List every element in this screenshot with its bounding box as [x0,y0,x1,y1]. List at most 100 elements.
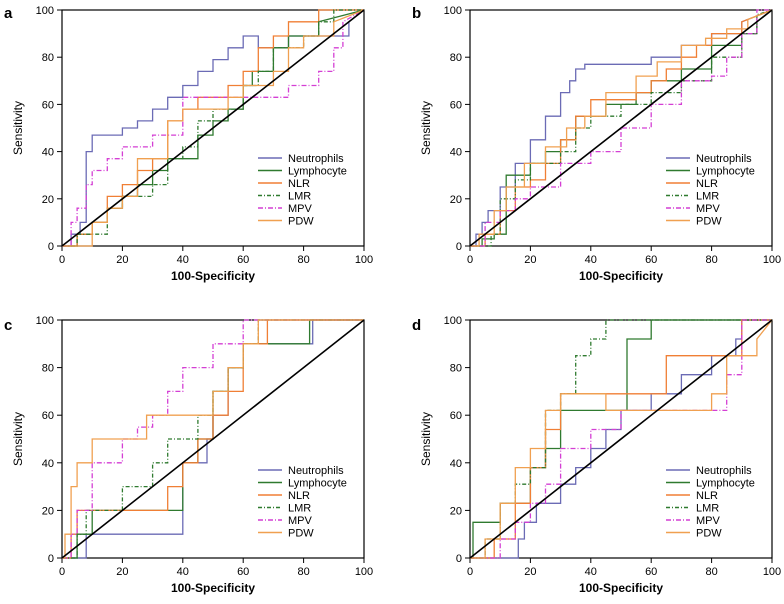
y-tick-label: 60 [42,410,54,422]
reference-line [469,9,773,247]
roc-curve-lmr [470,9,773,247]
y-tick-label: 0 [456,553,462,565]
y-tick-label: 80 [450,52,462,64]
legend-label: MPV [696,515,721,527]
legend-label: LMR [696,503,719,515]
x-tick-label: 40 [177,566,189,578]
x-tick-label: 20 [116,254,128,266]
x-tick-label: 0 [59,566,65,578]
reference-line [61,9,365,247]
plot-frame [61,319,365,559]
legend-label: NLR [288,490,310,502]
x-tick-label: 0 [467,566,473,578]
roc-curve-mpv [62,319,364,559]
x-tick-label: 80 [705,254,717,266]
roc-curve-mpv [470,319,772,559]
x-tick-label: 40 [585,254,597,266]
y-tick-label: 20 [42,194,54,206]
x-tick-label: 80 [297,254,309,266]
legend-label: LMR [288,503,311,515]
y-tick-label: 0 [48,553,54,565]
plot-frame [61,9,365,247]
y-tick-label: 40 [450,147,462,159]
y-axis-label: Sensitivity [11,412,25,466]
panel-c: c 0 20 40 60 80 100 0 20 40 60 80 100 100-Specificity… [4,315,373,595]
x-tick-label: 40 [177,254,189,266]
legend-label: PDW [288,528,314,540]
legend-label: MPV [288,515,313,527]
panel-label: d [412,317,421,334]
panel-label: a [4,5,13,22]
y-axis-label: Sensitivity [419,412,433,466]
y-tick-label: 100 [444,5,462,17]
x-tick-label: 60 [645,566,657,578]
x-tick-label: 60 [237,566,249,578]
panel-label: b [412,5,421,22]
y-tick-label: 80 [42,52,54,64]
roc-curve-pdw [470,319,773,559]
legend-label: PDW [696,216,722,228]
roc-curve-pdw [470,9,773,247]
legend-label: Lymphocyte [696,166,755,178]
roc-curve-pdw [62,319,364,559]
legend-label: LMR [288,191,311,203]
panel-d: d 0 20 40 60 80 100 0 20 40 60 80 100 100-Specificity… [412,315,781,595]
x-tick-label: 0 [59,254,65,266]
roc-curve-nlr [470,9,773,247]
y-tick-label: 60 [450,410,462,422]
legend-label: NLR [696,178,718,190]
x-tick-label: 100 [355,254,373,266]
legend-label: PDW [288,216,314,228]
y-tick-label: 80 [42,363,54,375]
x-tick-label: 20 [524,254,536,266]
legend-label: Neutrophils [288,465,344,477]
x-tick-label: 60 [645,254,657,266]
legend-label: PDW [696,528,722,540]
x-tick-label: 100 [763,254,781,266]
y-tick-label: 40 [42,147,54,159]
legend-label: Lymphocyte [288,166,347,178]
legend-label: Neutrophils [696,465,752,477]
roc-curve-mpv [470,9,772,247]
x-axis-label: 100-Specificity [171,581,255,595]
y-tick-label: 0 [48,241,54,253]
x-tick-label: 80 [297,566,309,578]
legend-label: NLR [696,490,718,502]
plot-frame [469,9,773,247]
legend-label: LMR [696,191,719,203]
y-tick-label: 40 [42,458,54,470]
reference-line [469,319,773,559]
legend-label: Neutrophils [696,153,752,165]
legend-label: NLR [288,178,310,190]
legend-label: MPV [288,203,313,215]
y-tick-label: 20 [450,505,462,517]
x-tick-label: 100 [355,566,373,578]
y-tick-label: 20 [450,194,462,206]
x-tick-label: 80 [705,566,717,578]
y-tick-label: 0 [456,241,462,253]
y-axis-label: Sensitivity [419,101,433,155]
y-tick-label: 20 [42,505,54,517]
y-tick-label: 80 [450,363,462,375]
y-tick-label: 60 [450,99,462,111]
y-tick-label: 100 [444,315,462,327]
legend-label: Lymphocyte [696,478,755,490]
x-tick-label: 20 [524,566,536,578]
y-axis-label: Sensitivity [11,101,25,155]
panel-label: c [4,317,12,334]
y-tick-label: 100 [36,315,54,327]
x-axis-label: 100-Specificity [171,269,255,283]
legend-label: Lymphocyte [288,478,347,490]
x-axis-label: 100-Specificity [579,269,663,283]
x-tick-label: 40 [585,566,597,578]
roc-curve-mpv [62,9,365,247]
y-tick-label: 40 [450,458,462,470]
x-tick-label: 100 [763,566,781,578]
x-axis-label: 100-Specificity [579,581,663,595]
y-tick-label: 100 [36,5,54,17]
reference-line [61,319,365,559]
panel-b: b 0 20 40 60 80 100 0 20 40 60 80 100 100-Specificity… [412,5,781,283]
